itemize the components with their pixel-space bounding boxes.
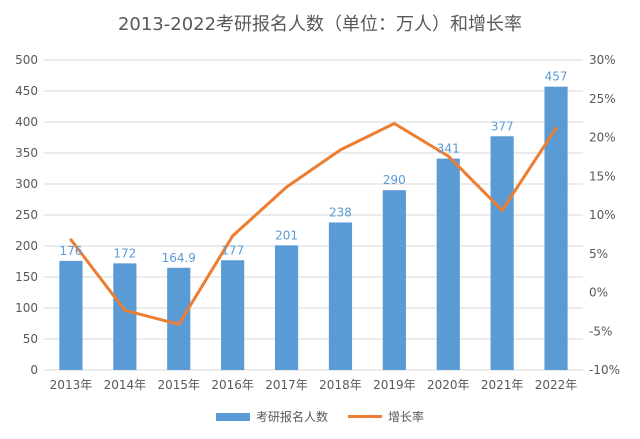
bar-value-label: 201 <box>275 228 298 242</box>
bar <box>113 263 137 370</box>
bar <box>167 267 191 370</box>
bar <box>490 136 514 370</box>
y-left-tick-label: 300 <box>15 177 38 191</box>
y-right-tick-label: 15% <box>589 169 616 183</box>
x-tick-label: 2022年 <box>535 378 578 392</box>
legend-swatch-bar <box>215 412 250 421</box>
x-tick-label: 2014年 <box>104 378 147 392</box>
y-right-tick-label: 5% <box>589 247 608 261</box>
legend-item-bar: 考研报名人数 <box>215 408 328 425</box>
bar <box>436 158 460 370</box>
bar-value-label: 377 <box>491 119 514 133</box>
legend-item-line: 增长率 <box>348 408 424 425</box>
legend: 考研报名人数 增长率 <box>0 408 640 425</box>
line-series <box>69 122 558 326</box>
chart-title: 2013-2022考研报名人数（单位：万人）和增长率 <box>117 14 523 35</box>
legend-label-line: 增长率 <box>388 410 425 424</box>
growth-rate-line <box>69 122 558 326</box>
bar-value-label: 176 <box>59 244 82 258</box>
y-right-tick-label: 20% <box>589 131 616 145</box>
line-point <box>123 308 127 312</box>
bar <box>328 222 353 370</box>
line-point <box>554 126 558 130</box>
y-left-tick-label: 0 <box>30 363 38 377</box>
x-tick-label: 2015年 <box>157 378 200 392</box>
legend-label-bar: 考研报名人数 <box>255 410 328 424</box>
bar-value-label: 290 <box>383 173 406 187</box>
bar-value-label: 164.9 <box>162 251 196 265</box>
line-point <box>500 208 504 212</box>
line-point <box>446 154 450 158</box>
bar-value-label: 172 <box>113 246 136 260</box>
line-point <box>285 185 289 189</box>
bar-series <box>59 86 568 370</box>
x-tick-label: 2021年 <box>481 378 524 392</box>
y-left-tick-label: 350 <box>15 146 38 160</box>
bar-value-label: 457 <box>545 70 568 84</box>
y-right-tick-label: 0% <box>589 286 608 300</box>
y-right-tick-label: -5% <box>589 324 612 338</box>
bar <box>382 190 406 370</box>
y-left-tick-label: 50 <box>23 332 38 346</box>
bar-value-label: 341 <box>437 142 460 156</box>
bar-value-label: 177 <box>221 243 244 257</box>
legend-swatch-line <box>348 415 382 418</box>
y-left-tick-label: 100 <box>15 301 38 315</box>
line-point <box>231 234 235 238</box>
y-right-tick-label: 25% <box>589 92 616 106</box>
bar <box>221 260 245 370</box>
y-left-tick-label: 400 <box>15 115 38 129</box>
data-labels: 176 172 164.9 177 201 238 290 341 377 457 <box>59 70 567 265</box>
x-tick-label: 2020年 <box>427 378 470 392</box>
y-left-tick-label: 500 <box>15 53 38 67</box>
y-left-tick-label: 450 <box>15 84 38 98</box>
x-tick-label: 2018年 <box>319 378 362 392</box>
line-point <box>392 122 396 126</box>
y-right-tick-label: -10% <box>589 363 620 377</box>
line-point <box>177 322 181 326</box>
y-left-tick-label: 250 <box>15 208 38 222</box>
axis-ticks: 0 50 100 150 200 250 300 350 400 450 500 -10% -5% 0% 5… <box>15 53 620 392</box>
x-tick-label: 2019年 <box>373 378 416 392</box>
bar <box>274 245 299 370</box>
y-right-tick-label: 10% <box>589 208 616 222</box>
bar <box>59 260 83 370</box>
bar <box>544 86 568 370</box>
x-tick-label: 2013年 <box>50 378 93 392</box>
y-left-tick-label: 150 <box>15 270 38 284</box>
x-tick-label: 2016年 <box>211 378 254 392</box>
bar-value-label: 238 <box>329 205 352 219</box>
y-left-tick-label: 200 <box>15 239 38 253</box>
line-point <box>69 238 73 242</box>
x-tick-label: 2017年 <box>265 378 308 392</box>
line-point <box>338 148 342 152</box>
y-right-tick-label: 30% <box>589 53 616 67</box>
